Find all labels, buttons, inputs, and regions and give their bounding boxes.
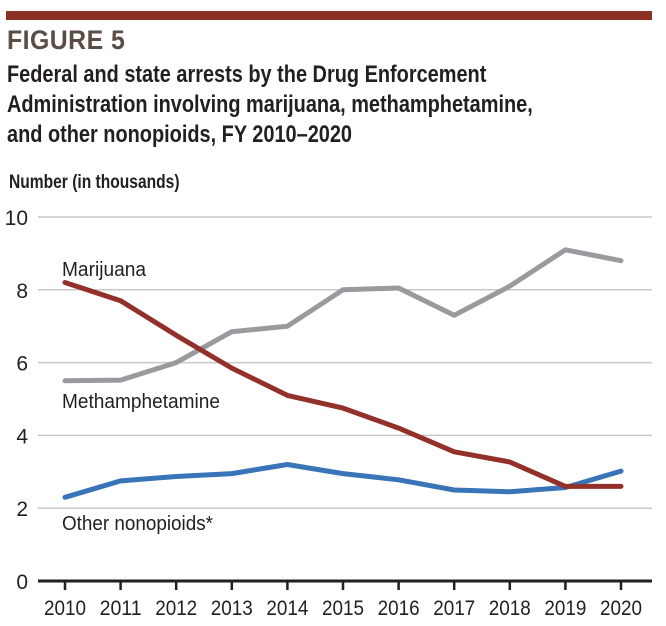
y-tick-label: 8 [16,280,28,303]
y-tick-labels: 0 2 4 6 8 10 [5,207,29,594]
y-tick-label: 6 [16,353,28,376]
x-tick-label: 2017 [433,597,475,620]
x-tick-label: 2014 [266,597,308,620]
chart-title: Federal and state arrests by the Drug En… [7,60,588,150]
series-labels: Marijuana Methamphetamine Other nonopioi… [62,259,220,535]
x-tick-label: 2011 [100,597,142,620]
series-line-marijuana [62,280,624,489]
series-label-methamphetamine: Methamphetamine [62,391,220,413]
x-tick-label: 2012 [155,597,197,620]
series-lines [62,247,624,500]
x-tick-label: 2010 [44,597,86,620]
title-line: Federal and state arrests by the Drug En… [7,61,487,88]
x-tick-label: 2018 [489,597,531,620]
x-tick-label: 2016 [378,597,420,620]
x-tick-label: 2020 [600,597,642,620]
x-axis: 2010 2011 2012 2013 2014 2015 2016 2017 2018 2019… [38,579,652,620]
title-line: Administration involving marijuana, meth… [7,91,533,118]
figure-label: FIGURE 5 [7,25,126,55]
y-tick-label: 10 [5,207,28,230]
y-axis-label: Number (in thousands) [9,172,180,193]
title-line: and other nonopioids, FY 2010–2020 [7,121,353,148]
x-tick-label: 2019 [544,597,586,620]
series-label-marijuana: Marijuana [62,259,147,281]
y-tick-label: 4 [16,425,28,448]
accent-bar [6,11,652,20]
x-tick-label: 2013 [211,597,253,620]
series-line-other [62,462,624,500]
series-label-other-nonopioids: Other nonopioids* [62,513,213,535]
y-tick-label: 0 [16,571,28,594]
x-tick-label: 2015 [322,597,364,620]
y-tick-label: 2 [16,498,28,521]
